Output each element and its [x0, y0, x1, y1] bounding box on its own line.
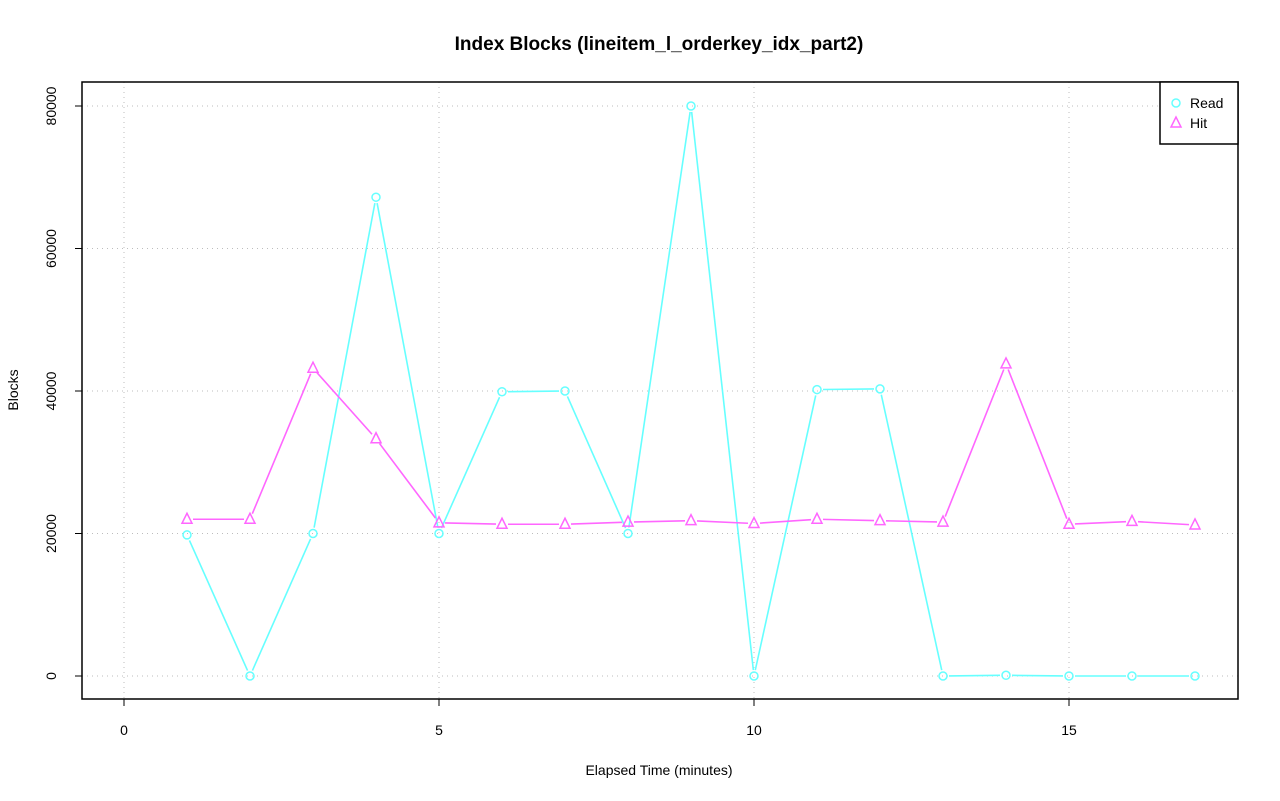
series-line-segment-hit [316, 372, 373, 435]
series-line-segment-hit [759, 518, 812, 524]
series-line-segment-hit [251, 373, 312, 515]
series-line-segment-read [822, 388, 875, 391]
data-point-read [308, 528, 318, 539]
x-tick-label: 10 [746, 722, 762, 738]
data-point-read [1127, 671, 1137, 681]
data-point-hit [306, 360, 320, 373]
data-point-read [245, 671, 255, 681]
data-point-read [812, 384, 822, 395]
data-point-hit [684, 512, 698, 526]
series-line-segment-hit [1007, 369, 1068, 519]
series-line-segment-read [690, 111, 755, 671]
x-tick-label: 0 [120, 722, 128, 738]
data-point-read [1190, 671, 1200, 681]
series-line-segment-hit [885, 520, 938, 523]
data-point-read [1064, 671, 1074, 681]
data-point-hit [873, 512, 887, 526]
data-point-read [560, 386, 570, 396]
series-line-segment-read [440, 396, 501, 529]
data-point-read [623, 528, 633, 539]
series-line-segment-read [754, 395, 817, 671]
data-point-read [1001, 670, 1011, 681]
legend-box [1159, 81, 1239, 145]
data-point-read [182, 530, 192, 540]
series-line-segment-read [628, 111, 691, 528]
series-line-segment-hit [378, 443, 437, 519]
y-tick-label: 80000 [43, 86, 59, 125]
plot-frame [81, 81, 1239, 700]
x-tick-label: 5 [435, 722, 443, 738]
series-line-segment-read [880, 394, 943, 671]
series-line-segment-hit [633, 520, 686, 523]
series-hit [180, 356, 1202, 530]
series-read [182, 101, 1200, 681]
series-line-segment-read [376, 202, 439, 528]
series-line-segment-read [313, 202, 376, 528]
series-line-segment-hit [570, 521, 623, 525]
y-tick-label: 0 [43, 672, 59, 680]
data-point-hit [495, 516, 509, 529]
series-line-segment-hit [944, 369, 1005, 517]
data-point-hit [747, 515, 761, 529]
data-point-hit [810, 511, 824, 524]
series-line-segment-hit [822, 518, 875, 522]
data-point-hit [432, 515, 446, 528]
y-axis-label: Blocks [5, 369, 21, 410]
data-point-read [497, 386, 507, 397]
series-layer [180, 101, 1202, 681]
data-point-hit [999, 356, 1013, 369]
series-line-segment-read [948, 674, 1001, 677]
x-tick-label: 15 [1061, 722, 1077, 738]
series-line-segment-hit [1074, 520, 1127, 525]
legend: Read Hit [1159, 81, 1239, 145]
data-point-read [686, 101, 696, 111]
legend-marker-read [1171, 98, 1181, 108]
series-line-segment-hit [444, 522, 497, 525]
data-point-read [875, 384, 885, 394]
data-point-read [371, 192, 381, 202]
y-tick-label: 40000 [43, 371, 59, 410]
data-point-hit [1125, 513, 1139, 527]
grid-layer [82, 82, 1238, 699]
data-point-hit [369, 431, 383, 444]
data-point-hit [936, 514, 950, 527]
data-point-hit [558, 516, 572, 529]
legend-label-read: Read [1190, 95, 1223, 111]
x-axis-label: Elapsed Time (minutes) [585, 762, 732, 778]
data-point-read [938, 671, 948, 681]
data-point-hit [243, 511, 257, 524]
y-tick-label: 60000 [43, 229, 59, 268]
legend-marker-hit [1169, 115, 1183, 128]
series-line-segment-read [251, 538, 312, 671]
chart-title: Index Blocks (lineitem_l_orderkey_idx_pa… [455, 34, 864, 55]
data-point-hit [621, 514, 635, 527]
series-line-segment-read [1011, 674, 1064, 677]
data-point-hit [180, 511, 194, 524]
series-line-segment-read [566, 396, 627, 529]
data-point-hit [1062, 516, 1076, 529]
data-point-hit [1188, 517, 1202, 530]
series-line-segment-hit [696, 520, 749, 525]
series-line-segment-hit [1137, 520, 1190, 526]
series-line-segment-read [188, 540, 249, 671]
y-tick-label: 20000 [43, 514, 59, 553]
data-point-read [434, 528, 444, 539]
data-point-read [749, 671, 759, 681]
series-line-segment-read [507, 390, 560, 393]
legend-label-hit: Hit [1190, 115, 1207, 131]
axes-layer: 0 5 10 15 0 20000 40000 60000 80000 [43, 86, 1077, 738]
